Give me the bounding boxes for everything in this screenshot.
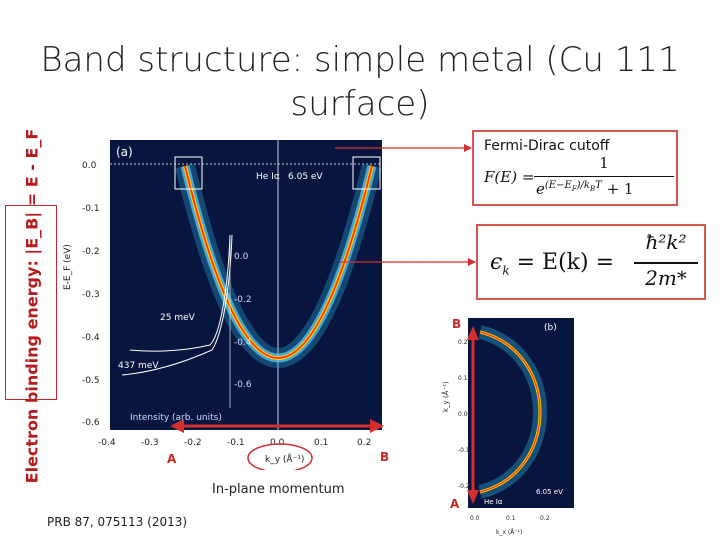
y-tick: -0.3 xyxy=(82,290,100,300)
parabolic-band xyxy=(184,165,373,359)
y-tick: -0.2 xyxy=(82,247,100,257)
y-tick: -0.6 xyxy=(82,418,100,428)
x-axis-label-b: k_x (Å⁻¹) xyxy=(496,529,522,536)
binding-energy-label-box: Electron binding energy: |E_B| = E - E_F xyxy=(5,129,57,483)
marker-a-left: A xyxy=(167,452,177,466)
fermi-dirac-title: Fermi-Dirac cutoff xyxy=(484,138,610,154)
in-plane-momentum-caption: In-plane momentum xyxy=(212,482,345,497)
inset-tick: 0.0 xyxy=(234,252,249,262)
x-tick: -0.1 xyxy=(227,438,245,448)
figure-b-fermi-surface: (b) He Iα 6.05 eV k_y (Å⁻¹) 0.2 0.1 0.0 … xyxy=(441,318,574,536)
y-tick: 0.0 xyxy=(82,161,97,171)
photon-energy-label-b: 6.05 eV xyxy=(536,488,563,496)
y-tick-b: 0.0 xyxy=(458,411,468,418)
fermi-dirac-box: Fermi-Dirac cutoff F(E) = 1 e(E−EF)/kBT … xyxy=(472,130,678,206)
y-tick-b: 0.1 xyxy=(458,375,468,382)
fraction-bar xyxy=(534,176,674,177)
y-tick: -0.5 xyxy=(82,376,100,386)
plot-area-b xyxy=(468,318,574,508)
inset-xlabel: Intensity (arb. units) xyxy=(130,413,222,423)
x-tick-b: 0.0 xyxy=(470,515,480,522)
fermi-crossing-box-left xyxy=(174,156,203,190)
fermi-dirac-denominator: e(E−EF)/kBT + 1 xyxy=(536,180,634,198)
y-axis-label: E-E_F (eV) xyxy=(63,244,73,290)
x-tick: 0.2 xyxy=(357,438,371,448)
marker-b-top: B xyxy=(452,317,462,331)
y-tick: -0.1 xyxy=(82,204,100,214)
x-tick: 0.1 xyxy=(314,438,328,448)
fermi-dirac-lhs: F(E) = xyxy=(484,168,535,186)
y-tick-b: -0.2 xyxy=(458,483,470,490)
inset-tick: -0.2 xyxy=(234,295,252,305)
edc-curve-2 xyxy=(121,234,233,376)
width-label-437mev: 437 meV xyxy=(118,361,159,371)
slide-title: Band structure: simple metal (Cu 111 sur… xyxy=(40,40,680,124)
x-tick-b: 0.1 xyxy=(506,515,516,522)
dispersion-denominator: 2m* xyxy=(645,266,687,290)
dispersion-numerator: ħ²k² xyxy=(645,230,687,254)
fermi-crossing-box-right xyxy=(352,156,381,190)
x-tick: -0.4 xyxy=(98,438,116,448)
photon-energy-label: 6.05 eV xyxy=(288,172,323,182)
y-tick: -0.4 xyxy=(82,333,100,343)
source-label-b: He Iα xyxy=(484,498,503,506)
kx-label-highlight xyxy=(247,443,313,470)
inset-tick: -0.4 xyxy=(234,338,252,348)
panel-label-b: (b) xyxy=(544,323,557,333)
citation: PRB 87, 075113 (2013) xyxy=(47,515,188,529)
fermi-contour xyxy=(479,331,541,493)
x-tick: -0.2 xyxy=(184,438,202,448)
x-tick-b: 0.2 xyxy=(540,515,550,522)
width-label-25mev: 25 meV xyxy=(160,313,196,323)
source-label: He Iα xyxy=(256,172,280,182)
y-tick-b: 0.2 xyxy=(458,339,468,346)
dispersion-lhs: ϵk = E(k) = xyxy=(490,250,615,278)
figure-a-band-dispersion: 0.0 -0.2 -0.4 -0.6 25 meV 437 meV Intens… xyxy=(63,140,384,470)
x-axis-label: k_y (Å⁻¹) xyxy=(265,453,304,465)
x-tick: -0.3 xyxy=(141,438,159,448)
y-tick-b: -0.1 xyxy=(458,447,470,454)
dispersion-box: ϵk = E(k) = ħ²k² 2m* xyxy=(476,224,706,300)
panel-label-a: (a) xyxy=(116,145,133,159)
inset-tick: -0.6 xyxy=(234,380,252,390)
dispersion-fraction-bar xyxy=(634,262,698,264)
fermi-dirac-numerator: 1 xyxy=(599,154,609,172)
marker-b-right: B xyxy=(380,450,390,464)
x-tick: 0.0 xyxy=(270,438,285,448)
y-axis-label-b: k_y (Å⁻¹) xyxy=(441,381,450,412)
marker-a-bottom: A xyxy=(450,497,460,511)
edc-curve-1 xyxy=(129,234,231,352)
